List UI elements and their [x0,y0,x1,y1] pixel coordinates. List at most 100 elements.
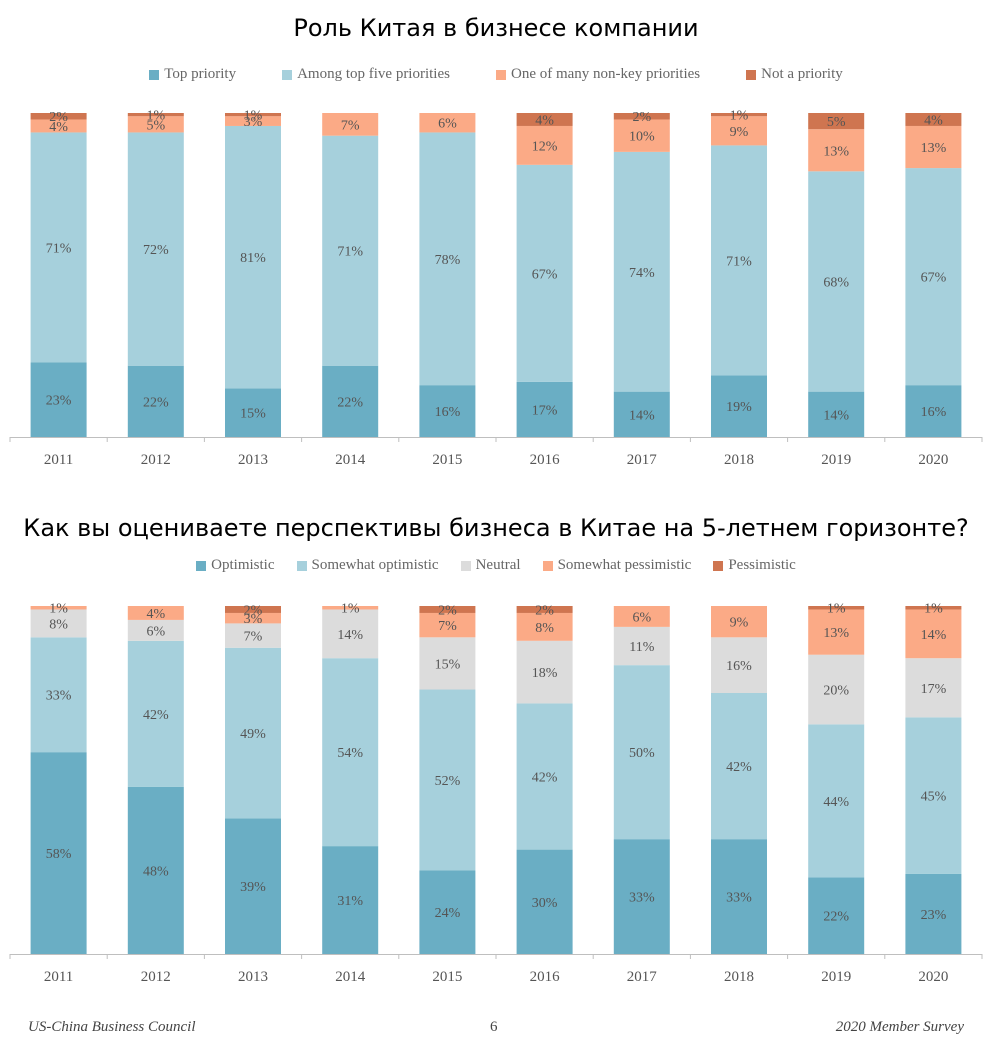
legend-swatch [713,560,724,571]
bar-segment [516,381,573,437]
data-label: 1% [49,602,68,617]
bar-segment [808,724,865,878]
data-label: 13% [823,144,849,159]
bar-segment [905,385,962,437]
data-label: 4% [49,120,68,135]
data-label: 18% [532,666,558,681]
data-label: 23% [46,394,72,409]
bar-segment [711,375,767,437]
legend-label: Somewhat optimistic [311,557,439,573]
legend-swatch [460,560,471,571]
bar-segment [711,113,767,117]
bar-segment [808,391,865,437]
x-tick-label: 2011 [44,969,73,985]
data-label: 14% [823,408,849,423]
data-label: 74% [629,266,655,281]
data-label: 3% [244,612,263,627]
data-label: 1% [730,109,749,124]
legend-label: Among top five priorities [297,66,450,82]
bar-segment [516,113,573,126]
data-label: 22% [337,395,363,410]
data-label: 2% [244,603,263,618]
data-label: 11% [629,640,654,655]
data-label: 78% [435,253,461,268]
bar-segment [127,606,184,620]
bar-segment [225,612,281,624]
data-label: 1% [341,602,360,617]
x-tick-label: 2019 [821,452,851,468]
x-tick-label: 2016 [530,969,561,985]
bar-segment [905,125,962,169]
x-tick-label: 2011 [44,452,73,468]
bar-segment [419,637,476,690]
data-label: 52% [435,774,461,789]
bar-segment [516,849,573,954]
bar-segment [419,113,476,133]
data-label: 7% [438,619,457,634]
legend-item: Neutral [460,557,521,574]
chart-2-title: Как вы оцениваете перспективы бизнеса в … [23,514,969,542]
bar-segment [127,132,184,366]
legend-item: Not a priority [746,66,843,83]
legend-swatch [296,560,307,571]
data-label: 4% [146,607,165,622]
bar-segment [225,388,281,437]
bar-segment [808,609,865,655]
bar-segment [613,665,670,840]
x-tick-label: 2013 [238,452,268,468]
data-label: 8% [535,621,554,636]
bar-segment [711,693,767,840]
data-label: 30% [532,896,558,911]
bar-segment [516,125,573,165]
legend-swatch [495,69,506,80]
bar-segment [905,606,962,610]
data-label: 54% [337,746,363,761]
data-label: 68% [823,275,849,290]
data-label: 33% [46,689,72,704]
chart-2-legend: Optimistic Somewhat optimistic Neutral Some… [0,557,992,574]
bar-segment [613,119,670,152]
bar-segment [808,606,865,610]
data-label: 14% [921,628,947,643]
x-tick-label: 2017 [627,452,658,468]
legend-label: Pessimistic [728,557,796,573]
legend-swatch [542,560,553,571]
data-label: 7% [341,118,360,133]
legend-label: Not a priority [761,66,843,82]
chart-1-legend: Top priority Among top five priorities One… [0,66,992,83]
bar-segment [30,637,87,753]
x-tick-label: 2020 [918,452,948,468]
bar-segment [516,612,573,641]
bar-segment [225,116,281,126]
data-label: 42% [143,708,169,723]
data-label: 81% [240,251,266,266]
bar-segment [711,839,767,954]
legend-item: Somewhat pessimistic [542,557,691,574]
data-label: 16% [726,659,752,674]
data-label: 16% [921,405,947,420]
bar-segment [322,609,379,659]
data-label: 42% [726,760,752,775]
chart-2: 58%33%8%1%201148%42%6%4%201239%49%7%3%2%… [9,602,983,985]
data-label: 13% [823,626,849,641]
bar-segment [613,606,670,627]
data-label: 22% [823,910,849,925]
bar-segment [808,129,865,172]
bar-segment [30,119,87,133]
bar-segment [905,609,962,659]
data-label: 39% [240,880,266,895]
data-label: 2% [438,603,457,618]
data-label: 67% [532,267,558,282]
bar-segment [225,606,281,613]
bar-segment [613,151,670,392]
data-label: 8% [49,617,68,632]
data-label: 17% [921,682,947,697]
data-label: 22% [143,395,169,410]
bar-segment [613,839,670,954]
data-label: 10% [629,130,655,145]
data-label: 58% [46,847,72,862]
legend-swatch [196,560,207,571]
bar-segment [905,873,962,954]
x-tick-label: 2016 [530,452,561,468]
bar-segment [613,391,670,437]
